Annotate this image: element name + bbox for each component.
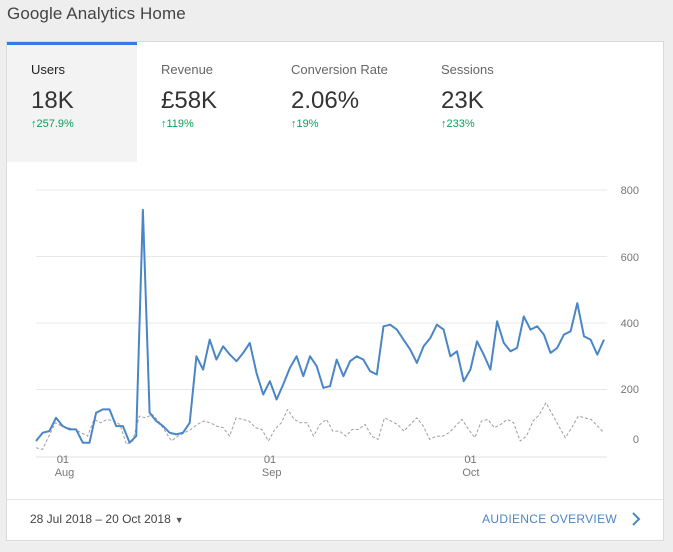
chevron-right-icon[interactable]	[631, 512, 641, 526]
arrow-up-icon: ↑	[291, 118, 297, 130]
arrow-up-icon: ↑	[31, 118, 37, 130]
metric-content: Conversion Rate 2.06% ↑19%	[267, 62, 417, 130]
tab-users[interactable]: Users 18K ↑257.9%	[7, 42, 137, 162]
y-tick-label: 200	[621, 384, 639, 396]
metric-delta-value: 119%	[166, 118, 194, 130]
analytics-card: Users 18K ↑257.9% Revenue £58K ↑119% Conversio…	[6, 41, 664, 541]
x-tick-month: Sep	[262, 467, 282, 479]
x-tick-day: 01	[464, 454, 476, 466]
metric-value: £58K	[161, 87, 218, 114]
metric-delta: ↑119%	[161, 118, 267, 130]
y-tick-label: 600	[621, 252, 639, 264]
tab-sessions[interactable]: Sessions 23K ↑233%	[417, 42, 567, 162]
y-tick-label: 800	[621, 185, 639, 197]
audience-overview-link[interactable]: AUDIENCE OVERVIEW	[482, 512, 617, 526]
metric-delta-value: 257.9%	[36, 118, 74, 130]
x-tick-day: 01	[57, 454, 69, 466]
tab-conversion-rate[interactable]: Conversion Rate 2.06% ↑19%	[267, 42, 417, 162]
card-footer: 28 Jul 2018 – 20 Oct 2018 ▼ AUDIENCE OVER…	[7, 499, 663, 540]
date-range-selector[interactable]: 28 Jul 2018 – 20 Oct 2018 ▼	[30, 512, 184, 526]
metric-content: Users 18K ↑257.9%	[7, 62, 137, 130]
metric-label: Revenue	[161, 62, 214, 77]
metric-delta-value: 233%	[446, 118, 475, 130]
series-line-current	[35, 208, 605, 444]
page-title: Google Analytics Home	[7, 4, 186, 23]
metric-label: Conversion Rate	[291, 62, 388, 77]
arrow-up-icon: ↑	[161, 118, 167, 130]
metric-value: 2.06%	[291, 87, 360, 114]
caret-down-icon: ▼	[174, 515, 184, 525]
x-tick-month: Oct	[462, 467, 479, 479]
metric-value: 18K	[31, 87, 74, 114]
metric-delta-value: 19%	[296, 118, 319, 130]
metric-content: Sessions 23K ↑233%	[417, 62, 567, 130]
x-tick-day: 01	[264, 454, 276, 466]
y-tick-label: 400	[621, 318, 639, 330]
metric-delta: ↑257.9%	[31, 118, 137, 130]
metric-value: 23K	[441, 87, 484, 114]
metric-delta: ↑19%	[291, 118, 417, 130]
metric-delta: ↑233%	[441, 118, 567, 130]
x-tick-month: Aug	[55, 467, 75, 479]
metric-label: Sessions	[441, 62, 494, 77]
y-tick-label: 0	[633, 434, 639, 446]
date-range-label: 28 Jul 2018 – 20 Oct 2018	[30, 512, 171, 526]
metric-content: Revenue £58K ↑119%	[137, 62, 267, 130]
arrow-up-icon: ↑	[441, 118, 447, 130]
metric-label: Users	[31, 62, 65, 77]
series-line-previous	[35, 402, 605, 450]
tab-revenue[interactable]: Revenue £58K ↑119%	[137, 42, 267, 162]
